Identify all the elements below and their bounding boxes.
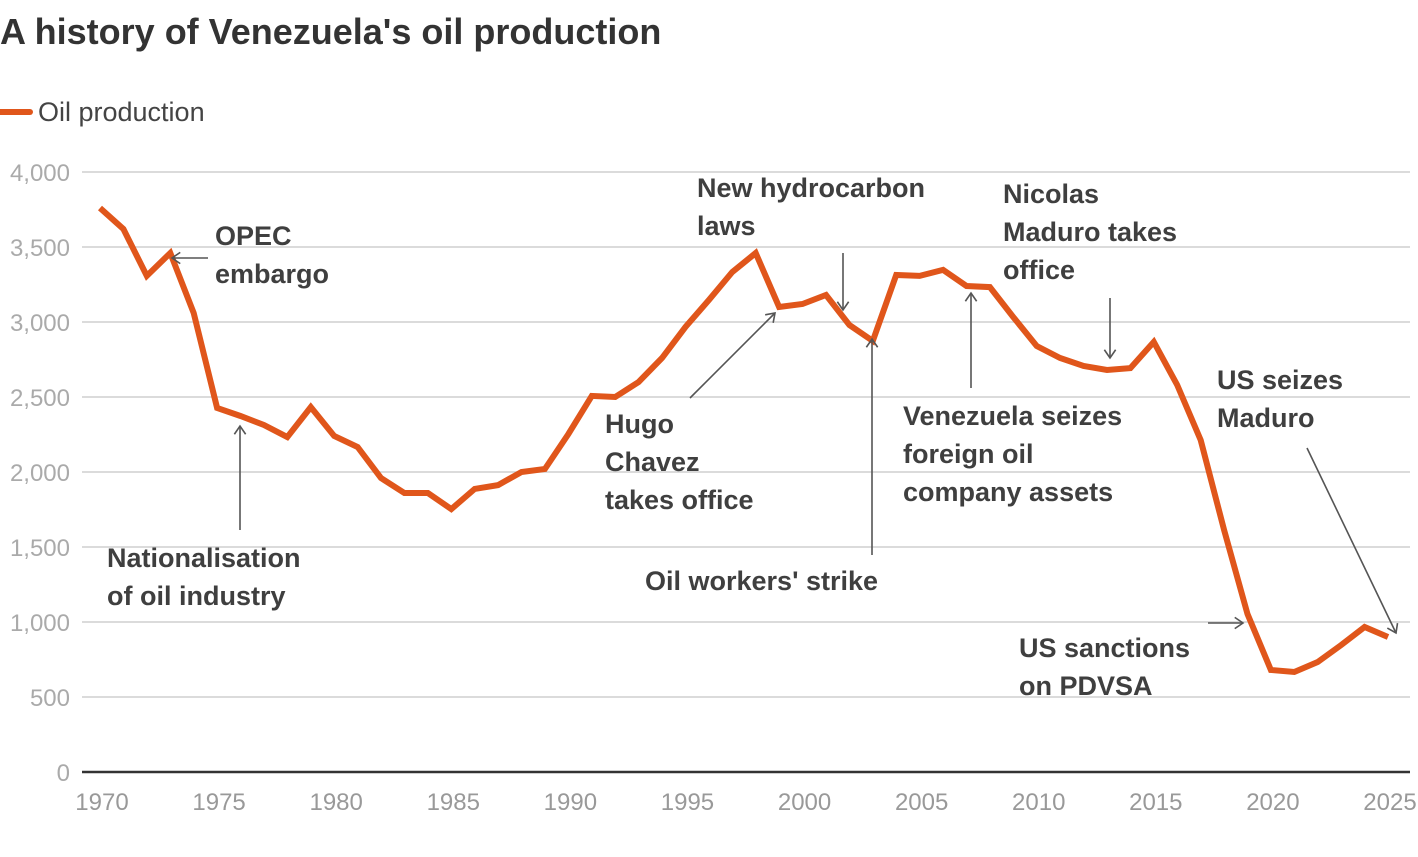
annotations: OPEC embargo Nationalisation of oil industr… bbox=[107, 173, 1343, 701]
y-axis: 0 500 1,000 1,500 2,000 2,500 3,000 3,500 4,000 bbox=[10, 160, 70, 787]
annotation-chavez: Hugo Chavez takes office bbox=[605, 409, 754, 515]
y-tick-label: 3,000 bbox=[10, 310, 70, 337]
x-tick-label: 2020 bbox=[1246, 789, 1299, 816]
annotation-line: Maduro takes bbox=[1003, 217, 1177, 247]
arrowhead-icon bbox=[865, 337, 879, 348]
x-tick-label: 2000 bbox=[778, 789, 831, 816]
x-tick-label: 1975 bbox=[192, 789, 245, 816]
x-tick-label: 2025 bbox=[1363, 789, 1416, 816]
x-tick-label: 1980 bbox=[309, 789, 362, 816]
y-tick-label: 500 bbox=[30, 685, 70, 712]
annotation-line: Nicolas bbox=[1003, 179, 1099, 209]
series-line bbox=[97, 205, 1390, 676]
annotation-line: Nationalisation bbox=[107, 543, 301, 573]
annotation-line: US sanctions bbox=[1019, 633, 1190, 663]
annotation-line: embargo bbox=[215, 259, 329, 289]
annotation-arrow bbox=[689, 312, 776, 399]
y-tick-label: 0 bbox=[57, 760, 70, 787]
annotation-line: of oil industry bbox=[107, 581, 286, 611]
y-tick-label: 4,000 bbox=[10, 160, 70, 187]
annotation-line: company assets bbox=[903, 477, 1113, 507]
arrowhead-icon bbox=[1386, 622, 1399, 635]
annotation-line: laws bbox=[697, 211, 756, 241]
annotation-sanctions: US sanctions on PDVSA bbox=[1019, 633, 1190, 701]
x-tick-label: 2010 bbox=[1012, 789, 1065, 816]
annotation-nationalisation: Nationalisation of oil industry bbox=[107, 543, 301, 611]
annotation-line: foreign oil bbox=[903, 439, 1034, 469]
annotation-line: Chavez bbox=[605, 447, 700, 477]
arrowhead-icon bbox=[170, 251, 181, 265]
annotation-maduro: Nicolas Maduro takes office bbox=[1003, 179, 1177, 285]
y-tick-label: 2,000 bbox=[10, 460, 70, 487]
arrowhead-icon bbox=[233, 424, 247, 435]
legend-label: Oil production bbox=[38, 97, 205, 127]
x-tick-label: 1970 bbox=[75, 789, 128, 816]
arrowhead-icon bbox=[1234, 616, 1245, 630]
annotation-arrows bbox=[170, 251, 1399, 635]
annotation-strike: Oil workers' strike bbox=[645, 566, 878, 596]
legend: Oil production bbox=[0, 97, 205, 127]
annotation-line: office bbox=[1003, 255, 1075, 285]
x-tick-label: 1990 bbox=[544, 789, 597, 816]
annotation-line: New hydrocarbon bbox=[697, 173, 925, 203]
annotation-line: takes office bbox=[605, 485, 754, 515]
series-group bbox=[97, 205, 1390, 676]
x-tick-label: 1995 bbox=[661, 789, 714, 816]
annotation-line: Oil workers' strike bbox=[645, 566, 878, 596]
chart-title: A history of Venezuela's oil production bbox=[0, 11, 661, 52]
annotation-line: Hugo bbox=[605, 409, 674, 439]
x-tick-label: 2015 bbox=[1129, 789, 1182, 816]
gridlines bbox=[82, 171, 1410, 698]
x-tick-label: 1985 bbox=[427, 789, 480, 816]
annotation-opec: OPEC embargo bbox=[215, 221, 329, 289]
annotation-line: OPEC bbox=[215, 221, 292, 251]
y-tick-label: 1,500 bbox=[10, 535, 70, 562]
annotation-line: on PDVSA bbox=[1019, 671, 1153, 701]
annotation-us-seizes: US seizes Maduro bbox=[1217, 365, 1343, 433]
y-tick-label: 2,500 bbox=[10, 385, 70, 412]
x-tick-label: 2005 bbox=[895, 789, 948, 816]
annotation-seizes: Venezuela seizes foreign oil company asset… bbox=[903, 401, 1122, 507]
annotation-arrow bbox=[1306, 447, 1397, 634]
annotation-hydrocarbon: New hydrocarbon laws bbox=[697, 173, 925, 241]
annotation-line: US seizes bbox=[1217, 365, 1343, 395]
y-tick-label: 3,500 bbox=[10, 235, 70, 262]
y-tick-label: 1,000 bbox=[10, 610, 70, 637]
arrowhead-icon bbox=[1103, 349, 1117, 360]
x-axis: 1970 1975 1980 1985 1990 1995 2000 2005 2010 2015… bbox=[75, 789, 1416, 816]
arrowhead-icon bbox=[765, 311, 777, 323]
annotation-line: Maduro bbox=[1217, 403, 1315, 433]
annotation-line: Venezuela seizes bbox=[903, 401, 1122, 431]
arrowhead-icon bbox=[836, 301, 850, 312]
arrowhead-icon bbox=[964, 291, 978, 302]
